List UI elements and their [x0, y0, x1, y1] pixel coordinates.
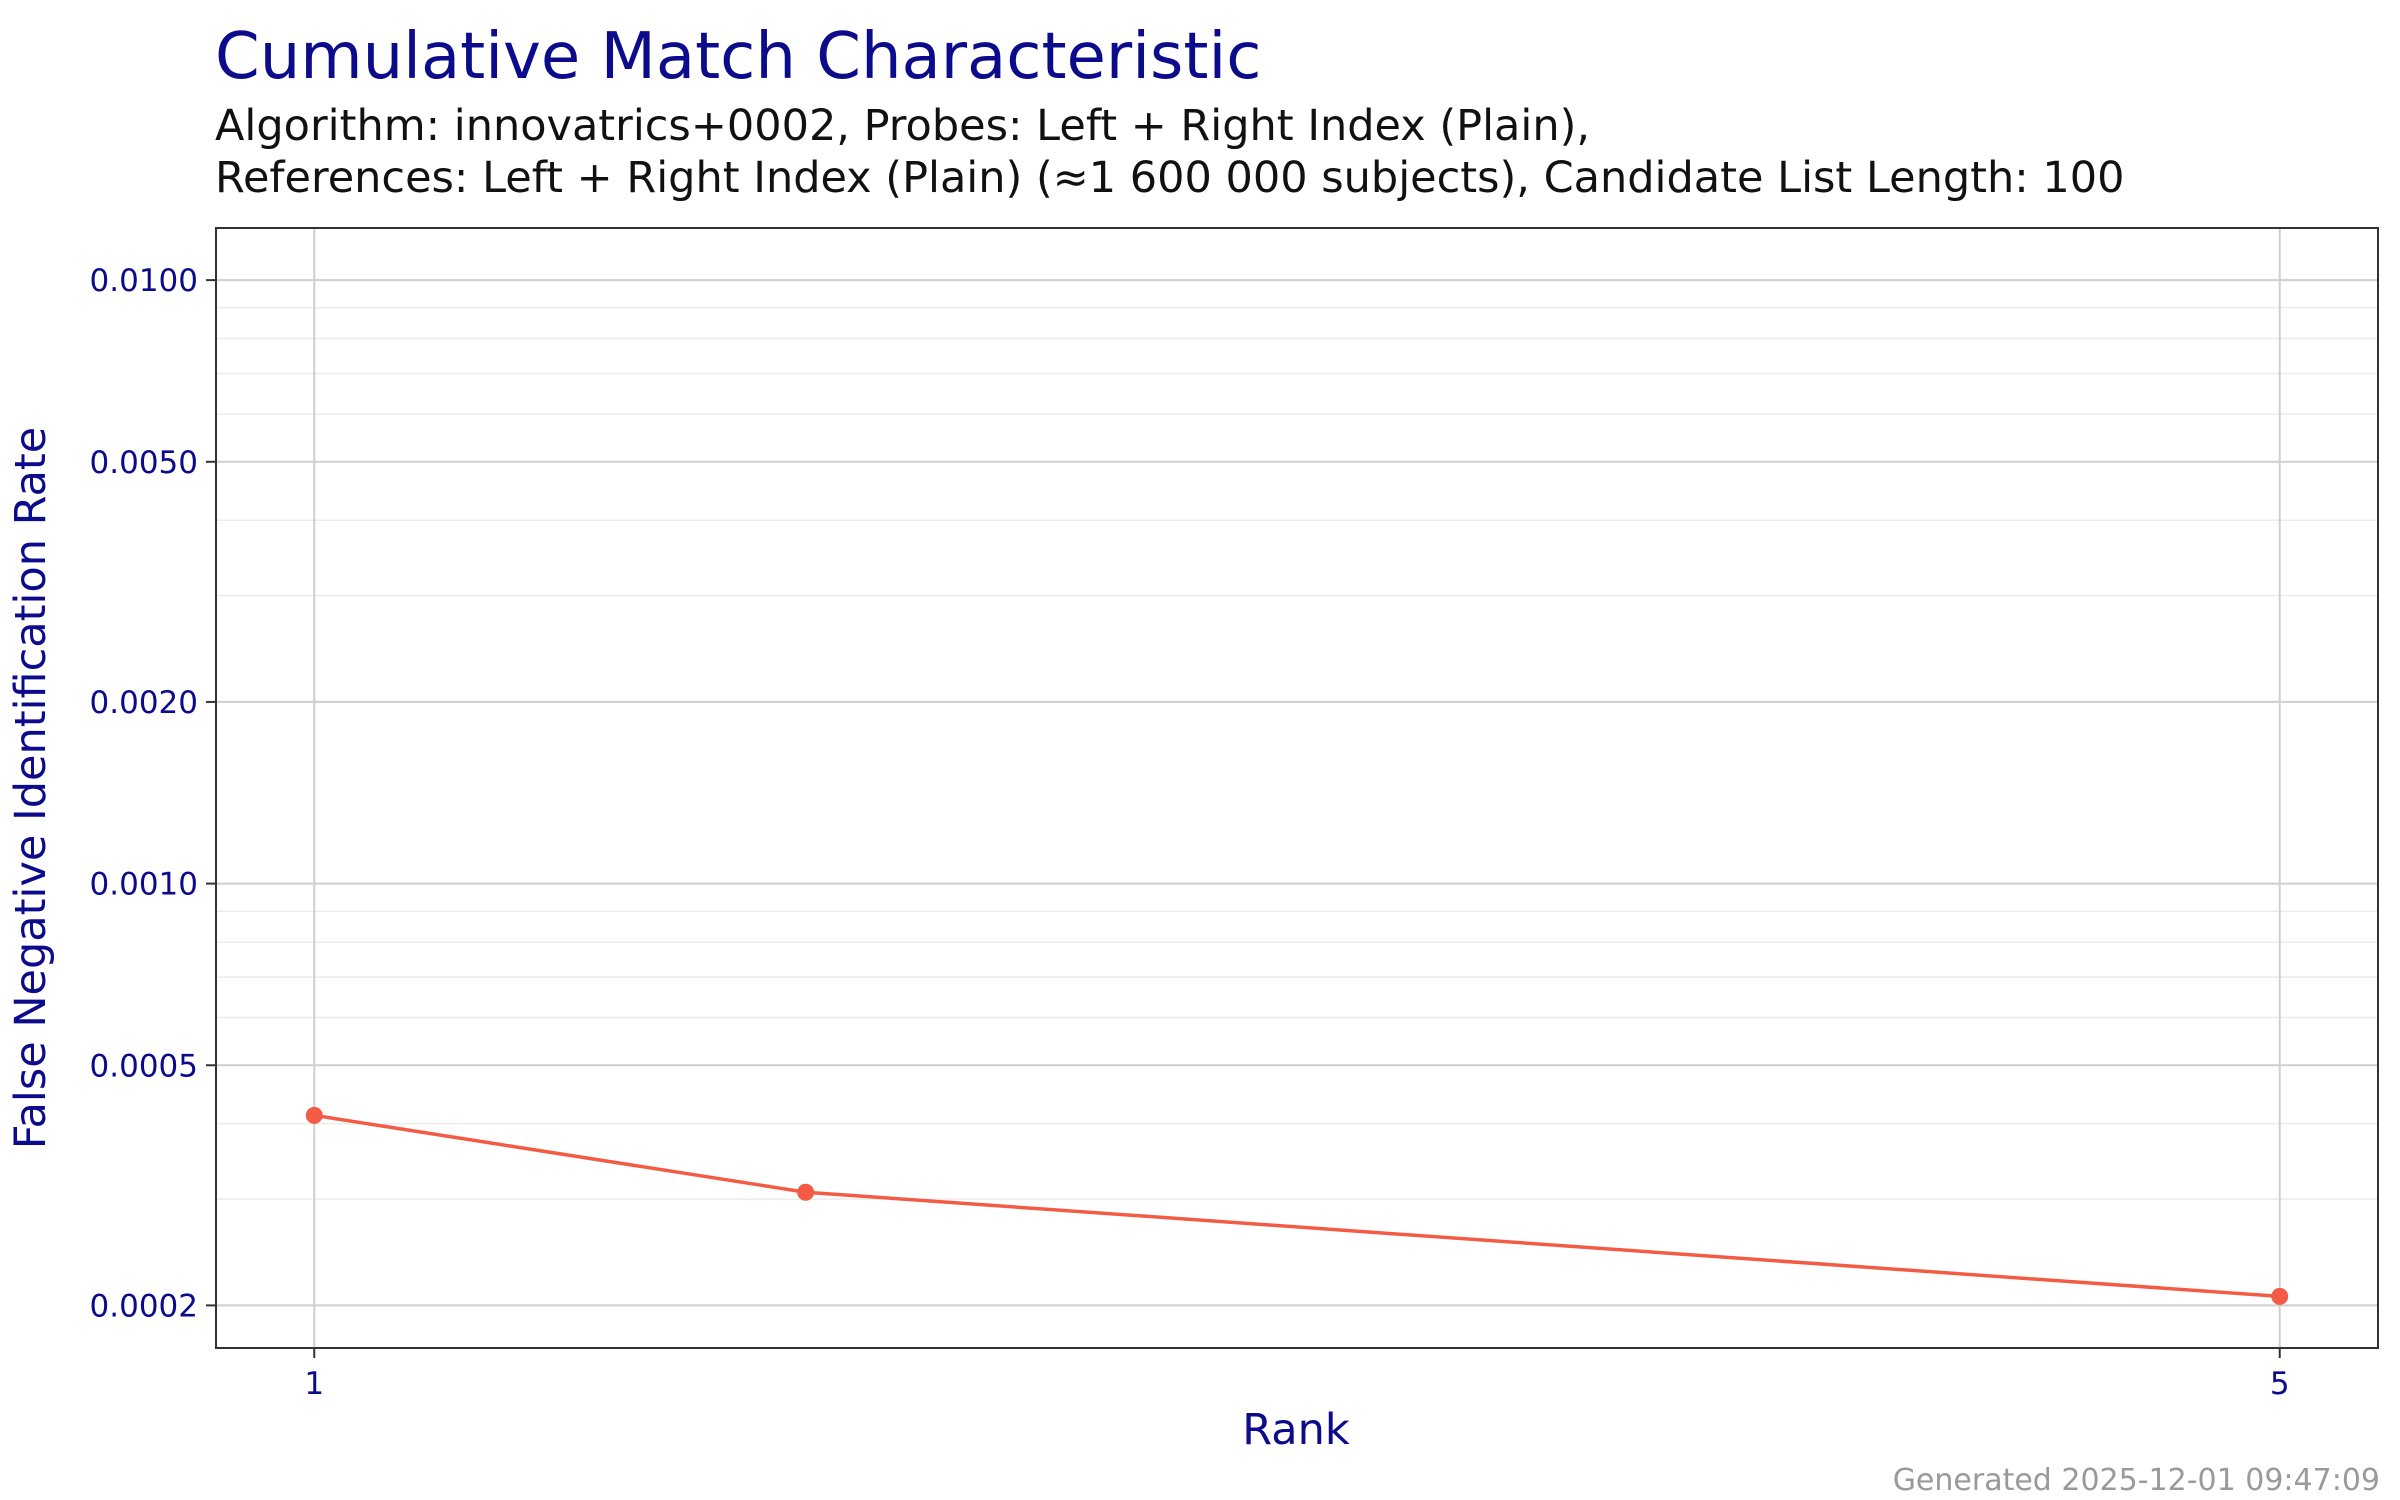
x-tick-label: 5	[2270, 1366, 2290, 1402]
axes: 0.0002 0.0005 0.0010 0.0020 0.0050 0.0100 1 5	[90, 263, 2290, 1402]
y-tick-label: 0.0010	[90, 867, 198, 903]
y-tick-label: 0.0100	[90, 263, 198, 299]
y-axis-title: False Negative Identification Rate	[6, 427, 56, 1149]
x-tick-label: 1	[304, 1366, 324, 1402]
chart-subtitle-line-1: Algorithm: innovatrics+0002, Probes: Lef…	[215, 101, 1590, 151]
y-tick-label: 0.0005	[90, 1048, 198, 1084]
y-tick-label: 0.0050	[90, 445, 198, 481]
chart-subtitle-line-2: References: Left + Right Index (Plain) (…	[215, 153, 2125, 203]
generated-timestamp: Generated 2025-12-01 09:47:09	[1893, 1463, 2380, 1498]
data-point	[2271, 1287, 2289, 1305]
plot-panel-border	[215, 227, 2379, 1349]
y-tick-label: 0.0002	[90, 1288, 198, 1324]
series-line	[314, 1113, 2280, 1299]
series-layer	[305, 1106, 2289, 1305]
major-gridlines	[216, 228, 2378, 1348]
chart-title: Cumulative Match Characteristic	[215, 20, 1261, 94]
x-axis-title: Rank	[1242, 1405, 1350, 1455]
y-tick-label: 0.0020	[90, 685, 198, 721]
data-point	[797, 1183, 815, 1201]
data-point	[305, 1106, 323, 1124]
